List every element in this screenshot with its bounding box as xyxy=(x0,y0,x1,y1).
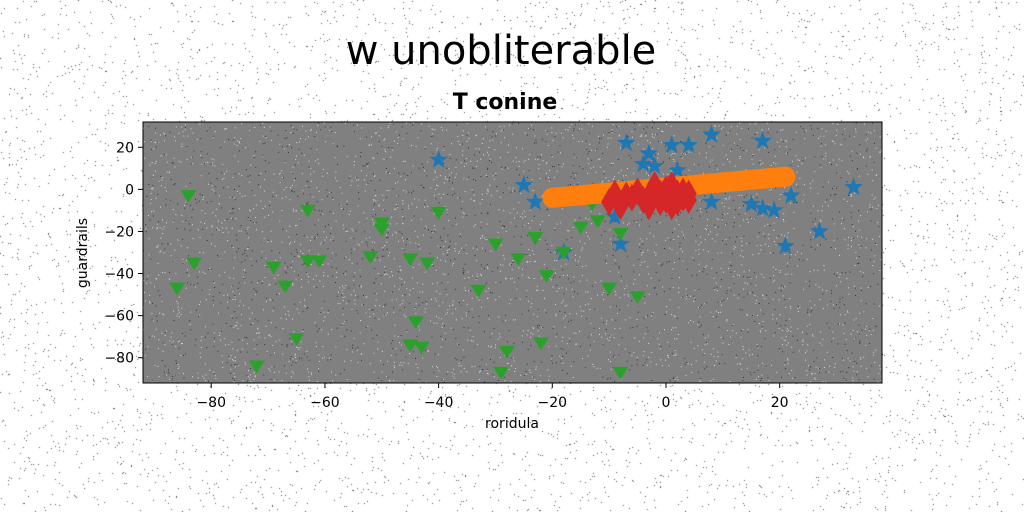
green-triangle-point xyxy=(362,251,379,264)
x-tick-label: 20 xyxy=(771,395,789,411)
blue-star-point xyxy=(702,192,721,211)
green-triangle-point xyxy=(186,257,203,271)
green-triangle-point xyxy=(487,238,504,252)
blue-star-point xyxy=(741,194,761,213)
y-tick-label: −60 xyxy=(104,309,134,325)
green-triangle-point xyxy=(601,282,618,296)
green-triangle-point xyxy=(612,366,629,380)
chart-suptitle: w unobliterable xyxy=(346,28,657,74)
green-triangle-point xyxy=(430,206,447,220)
y-tick-label: −40 xyxy=(104,267,134,283)
green-triangle-point xyxy=(299,255,316,269)
green-triangle-point xyxy=(265,261,282,275)
green-triangle-point xyxy=(612,227,629,241)
green-triangle-point xyxy=(538,270,555,283)
green-triangle-point xyxy=(311,255,328,269)
x-tick-label: −80 xyxy=(196,395,226,411)
blue-star-point xyxy=(525,192,545,211)
blue-star-point xyxy=(429,149,449,168)
plot-frame xyxy=(142,121,883,384)
data-marks xyxy=(169,124,864,380)
x-axis-ticks: −80 −60 −40 −20 0 20 xyxy=(196,383,789,411)
green-triangle-point xyxy=(180,190,197,203)
blue-star-point xyxy=(753,130,773,149)
blue-star-point xyxy=(775,236,795,255)
blue-star-point xyxy=(764,200,784,219)
y-tick-label: −20 xyxy=(104,224,134,240)
blue-star-point xyxy=(753,198,773,217)
blue-star-point xyxy=(810,221,829,240)
x-tick-label: 0 xyxy=(662,395,671,411)
blue-star-point xyxy=(645,156,665,175)
green-triangle-point xyxy=(510,253,527,267)
green-triangle-point xyxy=(413,341,430,355)
green-triangle-point xyxy=(407,316,424,330)
blue-star-point xyxy=(781,185,801,204)
x-axis-label: roridula xyxy=(485,416,539,432)
green-triangle-point xyxy=(555,246,572,260)
blue-star-point xyxy=(679,135,699,154)
blue-star-point xyxy=(616,133,636,152)
green-triangle-point xyxy=(493,366,510,380)
green-triangle-point xyxy=(470,284,487,298)
y-tick-label: 0 xyxy=(125,182,134,198)
green-triangle-point xyxy=(498,345,515,359)
green-triangle-point xyxy=(277,280,294,294)
green-triangle-point xyxy=(589,215,606,229)
green-triangle-point xyxy=(629,291,646,304)
red-diamond-point xyxy=(680,179,697,208)
chart-title: T conine xyxy=(453,90,558,115)
blue-star-point xyxy=(702,124,721,143)
plot-area xyxy=(143,122,882,383)
green-triangle-point xyxy=(532,337,549,351)
y-axis-ticks: 20 0 −20 −40 −60 −80 xyxy=(104,140,143,367)
blue-star-point xyxy=(667,160,687,179)
green-triangle-point xyxy=(373,223,390,237)
blue-star-point xyxy=(605,206,625,225)
blue-star-point xyxy=(844,177,864,196)
blue-star-point xyxy=(639,143,659,162)
y-axis-label: guardrails xyxy=(75,218,91,288)
x-tick-label: −20 xyxy=(538,395,568,411)
y-tick-label: 20 xyxy=(116,140,134,156)
green-triangle-point xyxy=(402,339,419,353)
x-tick-label: −60 xyxy=(310,395,340,411)
green-triangle-point xyxy=(169,282,186,296)
green-triangle-point xyxy=(572,221,589,235)
green-triangle-point xyxy=(402,253,419,267)
y-tick-label: −80 xyxy=(104,351,134,367)
x-tick-label: −40 xyxy=(424,395,454,411)
green-triangle-point xyxy=(419,257,436,271)
blue-star-point xyxy=(633,154,653,173)
blue-star-point xyxy=(514,175,534,194)
green-triangle-point xyxy=(299,204,316,218)
green-triangle-point xyxy=(288,333,305,346)
green-triangle-point xyxy=(248,360,265,374)
blue-star-point xyxy=(611,234,630,253)
green-triangle-point xyxy=(527,232,544,245)
blue-star-point xyxy=(662,135,682,154)
